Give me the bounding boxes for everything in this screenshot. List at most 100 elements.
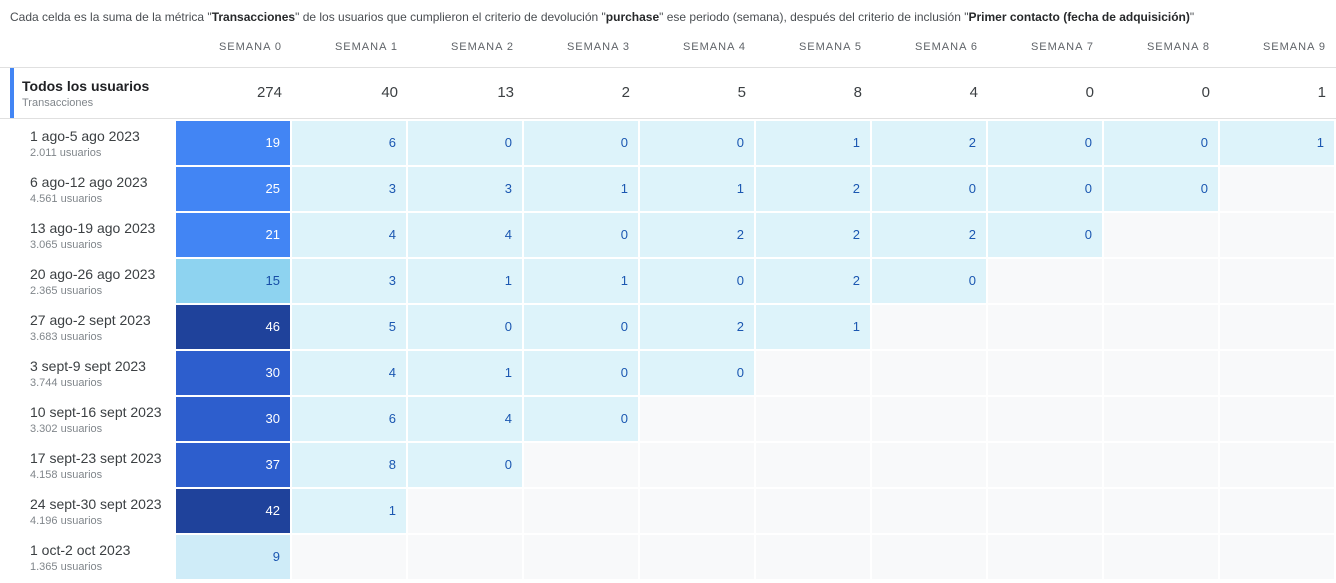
cohort-cell-week0[interactable]: 19 bbox=[176, 121, 292, 166]
summary-metric-label: Transacciones bbox=[22, 96, 94, 109]
cohort-cell[interactable]: 4 bbox=[408, 397, 524, 442]
cohort-row: 24 sept-30 sept 2023 4.196 usuarios 42 1 bbox=[0, 489, 1336, 534]
cohort-cell[interactable]: 1 bbox=[408, 259, 524, 304]
cohort-cell[interactable]: 4 bbox=[292, 213, 408, 258]
cohort-cell-empty bbox=[988, 443, 1104, 488]
summary-value: 4 bbox=[969, 84, 978, 102]
cohort-cell[interactable]: 0 bbox=[524, 121, 640, 166]
cohort-cell-empty bbox=[524, 535, 640, 580]
description-text: Cada celda es la suma de la métrica " bbox=[10, 10, 212, 24]
cohort-cell[interactable]: 0 bbox=[988, 213, 1104, 258]
cohort-cell[interactable]: 1 bbox=[640, 167, 756, 212]
cohort-cell-week0[interactable]: 9 bbox=[176, 535, 292, 580]
cohort-cell[interactable]: 1 bbox=[524, 167, 640, 212]
cohort-cell[interactable]: 2 bbox=[756, 213, 872, 258]
summary-value: 2 bbox=[621, 84, 630, 102]
cohort-cell-empty bbox=[640, 443, 756, 488]
cohort-row: 6 ago-12 ago 2023 4.561 usuarios 25 3 3 1 1 2 0 0… bbox=[0, 167, 1336, 212]
cohort-users-label: 4.158 usuarios bbox=[30, 468, 103, 481]
cohort-cell[interactable]: 0 bbox=[988, 121, 1104, 166]
cohort-cell[interactable]: 0 bbox=[524, 397, 640, 442]
summary-value: 0 bbox=[1085, 84, 1094, 102]
cohort-cell[interactable]: 2 bbox=[640, 305, 756, 350]
summary-value: 274 bbox=[256, 84, 282, 102]
cohort-cell-empty bbox=[640, 489, 756, 534]
cohort-cell-week0[interactable]: 42 bbox=[176, 489, 292, 534]
cohort-cell[interactable]: 4 bbox=[408, 213, 524, 258]
cohort-description: Cada celda es la suma de la métrica "Tra… bbox=[0, 0, 1336, 25]
cohort-cell[interactable]: 1 bbox=[756, 121, 872, 166]
cohort-cell[interactable]: 3 bbox=[408, 167, 524, 212]
cohort-cell-week0[interactable]: 46 bbox=[176, 305, 292, 350]
cohort-users-label: 3.744 usuarios bbox=[30, 376, 103, 389]
cohort-cell-empty bbox=[988, 259, 1104, 304]
cohort-row: 3 sept-9 sept 2023 3.744 usuarios 30 4 1 0 0 bbox=[0, 351, 1336, 396]
cohort-cell-week0[interactable]: 37 bbox=[176, 443, 292, 488]
cohort-cell[interactable]: 1 bbox=[756, 305, 872, 350]
cohort-date-label: 20 ago-26 ago 2023 bbox=[30, 265, 156, 282]
cohort-users-label: 3.302 usuarios bbox=[30, 422, 103, 435]
cohort-cell[interactable]: 6 bbox=[292, 121, 408, 166]
cohort-cell[interactable]: 0 bbox=[988, 167, 1104, 212]
cohort-cell[interactable]: 0 bbox=[408, 305, 524, 350]
cohort-cell-week0[interactable]: 15 bbox=[176, 259, 292, 304]
cohort-cell[interactable]: 0 bbox=[640, 121, 756, 166]
cohort-cell[interactable]: 3 bbox=[292, 259, 408, 304]
cohort-cell[interactable]: 0 bbox=[1104, 121, 1220, 166]
cohort-cell[interactable]: 2 bbox=[756, 259, 872, 304]
cohort-cell[interactable]: 1 bbox=[524, 259, 640, 304]
cohort-cell-empty bbox=[872, 305, 988, 350]
cohort-date-label: 1 ago-5 ago 2023 bbox=[30, 127, 140, 144]
cohort-cell[interactable]: 0 bbox=[640, 351, 756, 396]
description-text: " bbox=[1189, 10, 1195, 24]
week-column-header: SEMANA 7 bbox=[1030, 41, 1094, 54]
cohort-cell-empty bbox=[1220, 489, 1336, 534]
cohort-cell[interactable]: 6 bbox=[292, 397, 408, 442]
cohort-cell-week0[interactable]: 30 bbox=[176, 397, 292, 442]
cohort-cell[interactable]: 0 bbox=[408, 443, 524, 488]
cohort-users-label: 3.065 usuarios bbox=[30, 238, 103, 251]
cohort-cell-empty bbox=[988, 535, 1104, 580]
cohort-cell[interactable]: 0 bbox=[1104, 167, 1220, 212]
cohort-cell-week0[interactable]: 21 bbox=[176, 213, 292, 258]
cohort-date-label: 27 ago-2 sept 2023 bbox=[30, 311, 151, 328]
cohort-cell[interactable]: 5 bbox=[292, 305, 408, 350]
cohort-cell[interactable]: 3 bbox=[292, 167, 408, 212]
cohort-cell[interactable]: 1 bbox=[1220, 121, 1336, 166]
cohort-cell[interactable]: 0 bbox=[524, 351, 640, 396]
cohort-date-label: 3 sept-9 sept 2023 bbox=[30, 357, 146, 374]
cohort-cell[interactable]: 8 bbox=[292, 443, 408, 488]
cohort-cell[interactable]: 0 bbox=[408, 121, 524, 166]
cohort-cell[interactable]: 2 bbox=[872, 213, 988, 258]
cohort-cell[interactable]: 0 bbox=[524, 305, 640, 350]
cohort-label-cell: 17 sept-23 sept 2023 4.158 usuarios bbox=[0, 443, 176, 488]
cohort-cell[interactable]: 0 bbox=[524, 213, 640, 258]
summary-row: Todos los usuarios Transacciones 274 40 13… bbox=[0, 67, 1336, 120]
cohort-cell[interactable]: 1 bbox=[408, 351, 524, 396]
cohort-row: 10 sept-16 sept 2023 3.302 usuarios 30 6 4 0 bbox=[0, 397, 1336, 442]
cohort-cell[interactable]: 2 bbox=[756, 167, 872, 212]
cohort-cell-empty bbox=[756, 489, 872, 534]
cohort-label-cell: 1 ago-5 ago 2023 2.011 usuarios bbox=[0, 121, 176, 166]
cohort-cell[interactable]: 0 bbox=[640, 259, 756, 304]
cohort-cell[interactable]: 2 bbox=[640, 213, 756, 258]
cohort-cell-week0[interactable]: 25 bbox=[176, 167, 292, 212]
cohort-cell[interactable]: 1 bbox=[292, 489, 408, 534]
cohort-cell-empty bbox=[988, 489, 1104, 534]
cohort-cell[interactable]: 4 bbox=[292, 351, 408, 396]
cohort-cell[interactable]: 2 bbox=[872, 121, 988, 166]
week-column-header: SEMANA 0 bbox=[218, 41, 282, 54]
cohort-cell[interactable]: 0 bbox=[872, 259, 988, 304]
cohort-cell[interactable]: 0 bbox=[872, 167, 988, 212]
cohort-label-cell: 1 oct-2 oct 2023 1.365 usuarios bbox=[0, 535, 176, 580]
cohort-cell-week0[interactable]: 30 bbox=[176, 351, 292, 396]
cohort-row: 20 ago-26 ago 2023 2.365 usuarios 15 3 1 1 0 2 0 bbox=[0, 259, 1336, 304]
cohort-row: 13 ago-19 ago 2023 3.065 usuarios 21 4 4 0 2 2 2… bbox=[0, 213, 1336, 258]
header-spacer bbox=[0, 41, 176, 67]
week-column-header: SEMANA 5 bbox=[798, 41, 862, 54]
week-column-header: SEMANA 2 bbox=[450, 41, 514, 54]
cohort-label-cell: 27 ago-2 sept 2023 3.683 usuarios bbox=[0, 305, 176, 350]
summary-value: 0 bbox=[1201, 84, 1210, 102]
cohort-label-cell: 24 sept-30 sept 2023 4.196 usuarios bbox=[0, 489, 176, 534]
cohort-date-label: 10 sept-16 sept 2023 bbox=[30, 403, 162, 420]
